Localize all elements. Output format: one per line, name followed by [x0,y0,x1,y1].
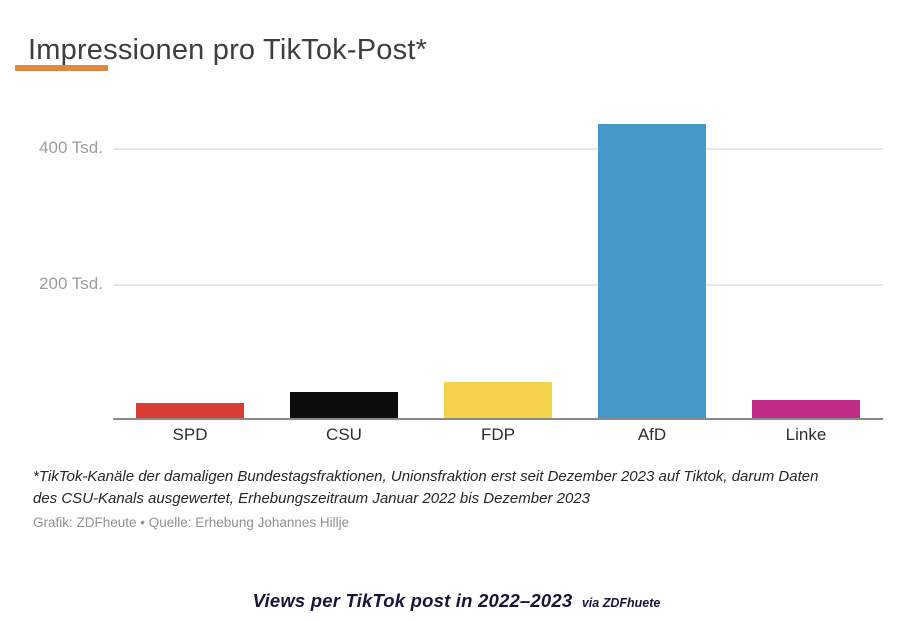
x-axis-labels: SPD CSU FDP AfD Linke [113,425,883,445]
x-tick-label-linke: Linke [785,425,827,444]
footnote-line-1: *TikTok-Kanäle der damaligen Bundestagsf… [33,468,819,485]
y-tick-label-200: 200 Tsd. [39,273,103,293]
gridline-400 [113,147,883,150]
x-tick-label-csu: CSU [326,425,362,444]
x-tick-label-spd: SPD [172,425,208,444]
bar-csu [290,392,398,418]
x-tick-label-fdp: FDP [481,425,515,444]
bars-layer [113,100,883,418]
bar-slot-afd [575,100,729,418]
source-credit: Grafik: ZDFheute • Quelle: Erhebung Joha… [33,515,350,530]
x-tick-label-afd: AfD [637,425,667,444]
y-tick-label-400: 400 Tsd. [39,137,103,157]
bar-fdp [444,381,552,418]
bar-slot-linke [729,100,883,418]
caption-suffix-text: via ZDFhuete [581,596,661,610]
bar-slot-fdp [421,100,575,418]
page-title: Impressionen pro TikTok-Post* [28,34,428,67]
bar-slot-csu [267,100,421,418]
bar-spd [136,403,244,418]
bar-linke [752,399,860,418]
plot-area [113,100,883,420]
footnote-line-2: des CSU-Kanals ausgewertet, Erhebungszei… [33,490,590,507]
gridline-200 [113,283,883,286]
bar-afd [598,123,706,418]
bar-slot-spd [113,100,267,418]
caption-main-text: Views per TikTok post in 2022–2023 [252,590,573,611]
grid-layer [113,100,883,418]
y-axis-labels: 200 Tsd. 400 Tsd. [0,100,103,418]
footnote: *TikTok-Kanäle der damaligen Bundestagsf… [33,466,883,510]
title-accent-bar [15,65,108,71]
bottom-caption: Views per TikTok post in 2022–2023 via Z… [0,590,913,612]
